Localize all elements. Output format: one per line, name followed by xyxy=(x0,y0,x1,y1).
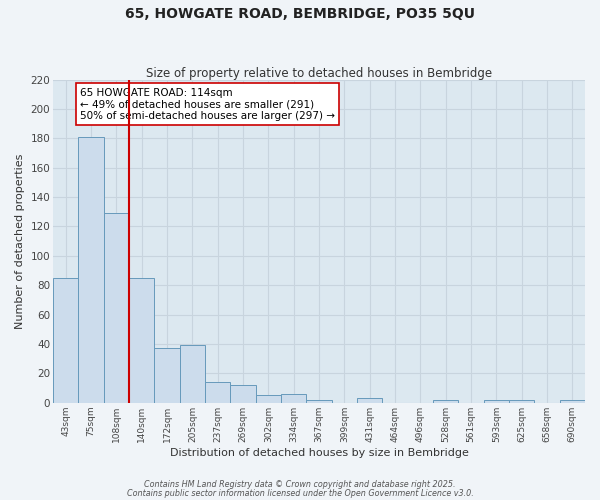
Title: Size of property relative to detached houses in Bembridge: Size of property relative to detached ho… xyxy=(146,66,492,80)
X-axis label: Distribution of detached houses by size in Bembridge: Distribution of detached houses by size … xyxy=(170,448,469,458)
Bar xyxy=(281,394,307,403)
Y-axis label: Number of detached properties: Number of detached properties xyxy=(15,154,25,329)
Bar xyxy=(104,213,129,403)
Text: Contains public sector information licensed under the Open Government Licence v3: Contains public sector information licen… xyxy=(127,488,473,498)
Bar xyxy=(180,346,205,403)
Bar xyxy=(230,385,256,403)
Bar xyxy=(433,400,458,403)
Bar xyxy=(560,400,585,403)
Bar xyxy=(307,400,332,403)
Bar xyxy=(484,400,509,403)
Bar xyxy=(256,396,281,403)
Bar xyxy=(53,278,79,403)
Bar xyxy=(205,382,230,403)
Bar xyxy=(509,400,535,403)
Bar xyxy=(129,278,154,403)
Text: Contains HM Land Registry data © Crown copyright and database right 2025.: Contains HM Land Registry data © Crown c… xyxy=(144,480,456,489)
Text: 65, HOWGATE ROAD, BEMBRIDGE, PO35 5QU: 65, HOWGATE ROAD, BEMBRIDGE, PO35 5QU xyxy=(125,8,475,22)
Bar xyxy=(357,398,382,403)
Bar xyxy=(154,348,180,403)
Bar xyxy=(79,137,104,403)
Text: 65 HOWGATE ROAD: 114sqm
← 49% of detached houses are smaller (291)
50% of semi-d: 65 HOWGATE ROAD: 114sqm ← 49% of detache… xyxy=(80,88,335,121)
